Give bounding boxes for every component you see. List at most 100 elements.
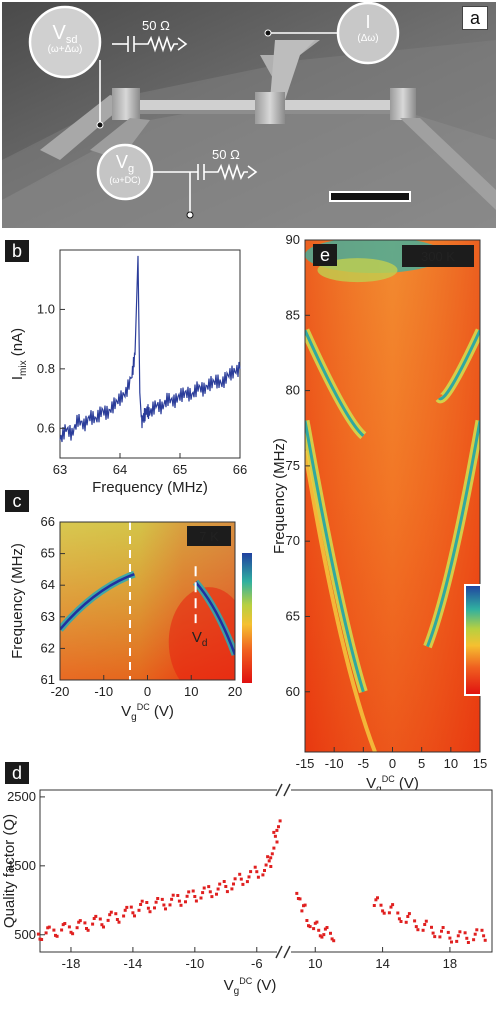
panel-d-series-right-point <box>430 925 433 929</box>
panel-d-series-left-point <box>269 865 273 868</box>
panel-e-xtick-label--10: -10 <box>325 756 344 771</box>
panel-d-series-right-point <box>423 923 427 926</box>
panel-c-branch-left-core <box>60 572 135 631</box>
panel-c-temp-label: 7 K <box>199 529 219 544</box>
panel-d-series-left-point <box>210 895 214 899</box>
panel-d-series-left-point <box>115 918 119 921</box>
panel-d-series-right-point <box>300 909 304 913</box>
panel-d-series-right-point <box>416 928 420 932</box>
panel-d-series-left-point <box>122 914 126 918</box>
panel-d-letter: d <box>5 762 29 784</box>
panel-d-series-right-point <box>307 924 310 928</box>
panel-d-series-left-point <box>222 880 226 883</box>
panel-d-break-top-1 <box>275 783 283 797</box>
panel-d-series-right-point <box>438 935 442 939</box>
panel-d-series-right-point <box>421 928 425 932</box>
panel-b-series-line <box>59 255 241 443</box>
panel-b-xtick-label-63: 63 <box>53 462 67 477</box>
panel-d-ytick-label-2500: 2500 <box>7 789 36 804</box>
panel-d-xtick-label-0: -18 <box>62 956 81 971</box>
panel-d-series-left-point <box>185 894 189 898</box>
panel-d-series-left-point <box>168 903 172 907</box>
panel-d-series-left-point <box>125 905 129 909</box>
panel-d-series-right-point <box>433 935 437 939</box>
panel-e-branch-low-left <box>305 420 365 693</box>
panel-d-series-left-point <box>264 863 268 867</box>
panel-d-series-left-point <box>133 914 136 918</box>
panel-d-series-right-point <box>312 927 316 931</box>
panel-d-series-right-point <box>325 926 329 929</box>
panel-c-xtick-label-0: 0 <box>144 684 151 699</box>
gate-sub: g <box>127 163 135 176</box>
panel-c-heatmap <box>60 522 235 680</box>
panel-d-xtick-label-2: -10 <box>185 956 204 971</box>
panel-d-series-right-point <box>389 905 393 909</box>
panel-d-series-left-point <box>263 869 266 872</box>
panel-d-series-left-point <box>75 926 79 930</box>
panel-c-xtick-label-10: 10 <box>184 684 198 699</box>
panel-d-series-left-point <box>78 919 82 923</box>
panel-d-series-left-point <box>267 859 271 863</box>
panel-d-series-left-point <box>47 925 51 929</box>
panel-d-series-left-point <box>266 855 270 859</box>
panel-c-ytick-label-63: 63 <box>41 609 55 624</box>
panel-e-temp-label: 300 K <box>421 249 455 264</box>
panel-c-ytick-label-66: 66 <box>41 514 55 529</box>
panel-d-series-right-point <box>404 920 408 924</box>
panel-d-series-right-point <box>456 934 460 938</box>
panel-e-branch-top-right <box>437 329 480 401</box>
panel-d-xtick-label-5: 14 <box>375 956 389 971</box>
panel-d-series-left-point <box>63 922 67 925</box>
panel-d-series-right-point <box>329 931 332 935</box>
panel-d-xlabel: VgDC (V) <box>224 976 277 997</box>
panel-c-xtick-label--20: -20 <box>51 684 70 699</box>
panel-d-series-left-point <box>77 920 81 924</box>
panel-d-series-left-point <box>272 830 276 834</box>
panel-e-ytick-label-60: 60 <box>286 684 300 699</box>
panel-d-series-right-point <box>483 938 487 942</box>
panel-e-ylabel: Frequency (MHz) <box>271 438 288 554</box>
panel-d-series-left-point <box>225 890 229 894</box>
panel-d-series-right-point <box>381 909 385 913</box>
panel-d-ytick-label-500: 500 <box>14 927 36 942</box>
panel-d-series-left-point <box>67 925 71 929</box>
panel-e-xtick-label--15: -15 <box>296 756 315 771</box>
panel-d-series-right-point <box>397 917 401 921</box>
panel-b-ytick-label-0: 0.6 <box>37 420 55 435</box>
panel-d-series-right-point <box>302 904 305 908</box>
resistor-bottom-label: 50 Ω <box>212 147 240 162</box>
panel-d-series-left-point <box>230 887 234 891</box>
panel-d-series-right-point <box>330 937 334 941</box>
panel-d-series-left-point <box>162 903 166 907</box>
panel-d-series-right-point <box>320 935 324 939</box>
panel-d-series-left-point <box>273 834 277 838</box>
panel-e-ytick-label-80: 80 <box>286 383 300 398</box>
panel-d-series-left-point <box>60 928 64 932</box>
source-freq: (ω+Δω) <box>47 44 83 56</box>
panel-d-series-left-point <box>145 901 149 904</box>
panel-d-series-right-point <box>308 925 312 929</box>
panel-c-xtick-label--10: -10 <box>94 684 113 699</box>
panel-d-series-left-point <box>55 934 59 938</box>
panel-d-series-left-point <box>40 938 44 941</box>
panel-d-series-left-point <box>100 923 104 927</box>
panel-c-xlabel: VgDC (V) <box>121 702 174 723</box>
panel-d-series-left-point <box>102 925 105 929</box>
panel-d-series-left-point <box>54 933 57 937</box>
panel-d-series-left-point <box>194 899 198 903</box>
panel-d-series-left-point <box>36 932 40 936</box>
panel-d-series-right-point <box>374 898 378 902</box>
panel-e-branch-top-left <box>305 329 365 437</box>
panel-d-series-left-point <box>44 931 48 935</box>
panel-d-series-left-point <box>241 882 245 886</box>
panel-d-series-left-point <box>170 897 174 901</box>
panel-d-series-left-point <box>215 892 218 896</box>
panel-d-series-right-point <box>482 934 486 938</box>
panel-d-series-left-point <box>156 897 160 900</box>
panel-d-series-left-point <box>191 889 195 893</box>
panel-d-series-right-point <box>455 939 459 943</box>
panel-d-ylabel: Quality factor (Q) <box>1 814 18 928</box>
panel-e-temp-badge <box>402 245 474 267</box>
panel-d-series-right-point <box>332 939 336 943</box>
panel-d-series-left-point <box>140 899 144 903</box>
